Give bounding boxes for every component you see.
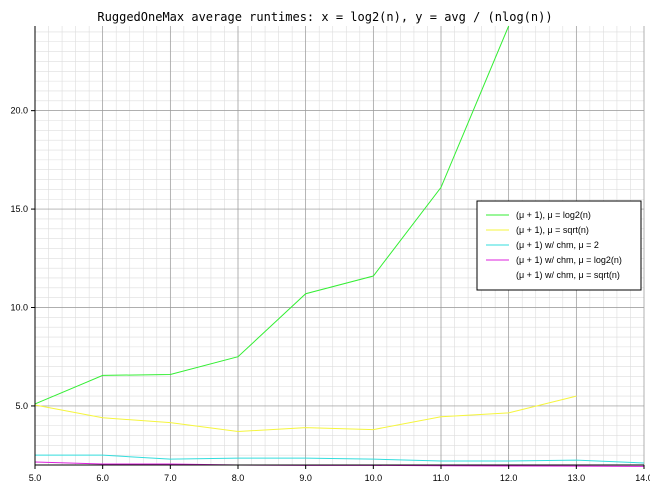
legend-label: (μ + 1), μ = log2(n)	[516, 210, 591, 220]
x-tick-label: 6.0	[96, 473, 109, 483]
y-tick-label: 20.0	[10, 106, 28, 116]
y-tick-label: 15.0	[10, 204, 28, 214]
x-tick-label: 10.0	[365, 473, 383, 483]
x-tick-label: 12.0	[500, 473, 518, 483]
x-axis-ticks: 5.0 6.0 7.0 8.0 9.0 10.0 11.0 12.0 13.0 14.0	[29, 465, 650, 483]
x-tick-label: 5.0	[29, 473, 42, 483]
x-tick-label: 7.0	[164, 473, 177, 483]
x-tick-label: 13.0	[568, 473, 586, 483]
y-axis-ticks: 5.0 10.0 15.0 20.0	[10, 106, 35, 411]
series-layer	[34, 25, 645, 469]
axes-layer	[34, 26, 644, 466]
x-tick-label: 9.0	[299, 473, 312, 483]
legend-label: (μ + 1) w/ chm, μ = sqrt(n)	[516, 270, 620, 280]
legend: (μ + 1), μ = log2(n) (μ + 1), μ = sqrt(n)…	[476, 200, 642, 291]
x-tick-label: 14.0	[635, 473, 650, 483]
legend-label: (μ + 1) w/ chm, μ = log2(n)	[516, 255, 622, 265]
series-line-5	[34, 465, 645, 469]
series-line-3	[35, 454, 645, 464]
y-tick-label: 10.0	[10, 303, 28, 313]
x-tick-label: 8.0	[232, 473, 245, 483]
series-line-1	[34, 25, 510, 405]
series-line-2	[34, 395, 577, 433]
chart-title: RuggedOneMax average runtimes: x = log2(…	[97, 10, 552, 24]
legend-label: (μ + 1), μ = sqrt(n)	[516, 225, 589, 235]
x-tick-label: 11.0	[433, 473, 450, 483]
legend-label: (μ + 1) w/ chm, μ = 2	[516, 240, 599, 250]
y-tick-label: 5.0	[15, 401, 28, 411]
